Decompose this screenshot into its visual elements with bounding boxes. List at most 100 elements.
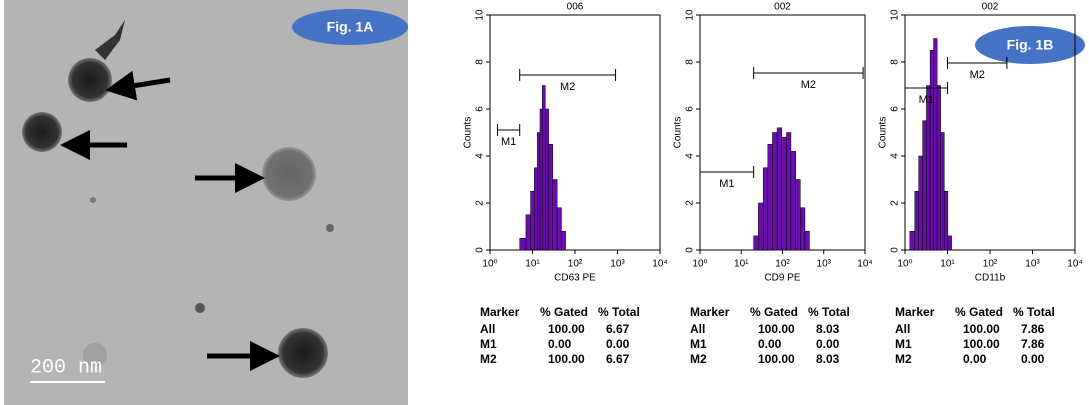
gate-label: M2 — [970, 69, 985, 81]
y-tick-label: 4 — [890, 153, 901, 159]
histogram-bar — [781, 136, 787, 251]
y-axis-label: Counts — [463, 117, 474, 149]
histogram-bar — [545, 108, 549, 251]
y-tick-label: 0 — [475, 247, 486, 253]
table-cell: 6.67 — [606, 322, 630, 336]
chart-title: 006 — [567, 2, 584, 13]
y-tick-label: 6 — [685, 106, 696, 112]
x-tick-label: 10⁰ — [692, 259, 707, 270]
table-cell: 0.00 — [548, 337, 572, 351]
table-cell: 6.67 — [606, 352, 630, 366]
x-tick-label: 10⁴ — [857, 259, 872, 270]
scale-bar-label: 200 nm — [30, 356, 102, 379]
x-axis-label: CD11b — [975, 273, 1006, 284]
histogram-bar — [909, 230, 916, 251]
table-cell: 0.00 — [606, 337, 630, 351]
table-cell: 100.00 — [548, 352, 585, 366]
histogram-bar — [519, 238, 527, 251]
table-cell: All — [690, 322, 705, 336]
histogram-bar — [762, 167, 769, 251]
histogram-bar — [556, 207, 562, 251]
table-cell: 0.00 — [963, 352, 987, 366]
table-cell: 7.86 — [1021, 337, 1045, 351]
table-header: % Total — [1013, 305, 1055, 319]
histogram-bar — [933, 38, 938, 251]
histogram-bar — [753, 235, 759, 251]
histogram-bar — [772, 132, 778, 251]
table-cell: M1 — [690, 337, 707, 351]
tem-image: 200 nm Fig. 1A — [4, 0, 408, 405]
gate-marker — [904, 82, 948, 94]
table-cell: 100.00 — [963, 337, 1000, 351]
table-cell: M2 — [480, 352, 497, 366]
table-header: % Total — [808, 305, 850, 319]
y-tick-label: 6 — [890, 106, 901, 112]
x-tick-label: 10¹ — [734, 259, 749, 270]
histogram-bar — [525, 214, 531, 251]
histogram-bar — [795, 179, 801, 251]
table-cell: 0.00 — [758, 337, 782, 351]
table-cell: 0.00 — [1021, 352, 1045, 366]
gate-label: M2 — [560, 81, 575, 93]
histogram-bar — [542, 85, 546, 251]
gate-label: M2 — [801, 79, 816, 91]
table-header: % Gated — [955, 305, 1003, 319]
table-cell: M2 — [895, 352, 912, 366]
table-header: Marker — [480, 305, 520, 319]
x-tick-label: 10¹ — [525, 259, 540, 270]
table-cell: All — [895, 322, 910, 336]
x-tick-label: 10³ — [1025, 259, 1040, 270]
gate-marker — [947, 57, 1008, 69]
figure-label: Fig. 1A — [327, 19, 374, 35]
table-cell: M1 — [480, 337, 497, 351]
table-cell: M1 — [895, 337, 912, 351]
histogram-bar — [790, 151, 797, 251]
y-tick-label: 8 — [685, 59, 696, 65]
histogram-bar — [530, 191, 535, 251]
plot-frame — [489, 14, 661, 251]
x-tick-label: 10² — [983, 259, 998, 270]
x-tick-label: 10⁰ — [482, 259, 497, 270]
histogram-bar — [940, 132, 945, 251]
y-tick-label: 10 — [685, 9, 696, 21]
table-header: Marker — [895, 305, 935, 319]
gate-label: M1 — [919, 94, 934, 106]
histogram-bar — [926, 85, 931, 251]
gate-marker — [699, 166, 755, 178]
chart-title: 002 — [982, 2, 999, 13]
x-tick-label: 10⁴ — [1067, 259, 1082, 270]
table-cell: 100.00 — [548, 322, 585, 336]
table-header: % Gated — [750, 305, 798, 319]
chart-title: 002 — [774, 2, 791, 13]
y-tick-label: 0 — [890, 247, 901, 253]
gate-marker — [753, 67, 864, 79]
histogram-bar — [539, 108, 543, 251]
table-header: % Total — [598, 305, 640, 319]
x-tick-label: 10⁰ — [897, 259, 912, 270]
histogram-bar — [804, 230, 810, 251]
x-tick-label: 10³ — [817, 259, 832, 270]
y-tick-label: 2 — [890, 200, 901, 206]
table-cell: All — [480, 322, 495, 336]
x-axis-label: CD9 PE — [764, 273, 800, 284]
y-tick-label: 4 — [475, 153, 486, 159]
table-cell: 8.03 — [816, 322, 840, 336]
y-tick-label: 8 — [475, 59, 486, 65]
histogram-bar — [548, 144, 554, 251]
histogram-bar — [552, 179, 558, 251]
histogram-bar — [944, 191, 949, 251]
histogram-bar — [947, 235, 952, 251]
table-header: Marker — [690, 305, 730, 319]
y-tick-label: 2 — [475, 200, 486, 206]
table-cell: 100.00 — [758, 322, 795, 336]
histogram-bar — [767, 144, 773, 251]
gate-marker — [496, 124, 521, 136]
y-axis-label: Counts — [673, 117, 684, 149]
table-cell: 100.00 — [758, 352, 795, 366]
histogram-bar — [776, 127, 783, 251]
y-tick-label: 2 — [685, 200, 696, 206]
histogram-bar — [561, 230, 566, 251]
gate-label: M1 — [501, 136, 516, 148]
x-tick-label: 10³ — [610, 259, 625, 270]
gate-label: M1 — [719, 178, 734, 190]
